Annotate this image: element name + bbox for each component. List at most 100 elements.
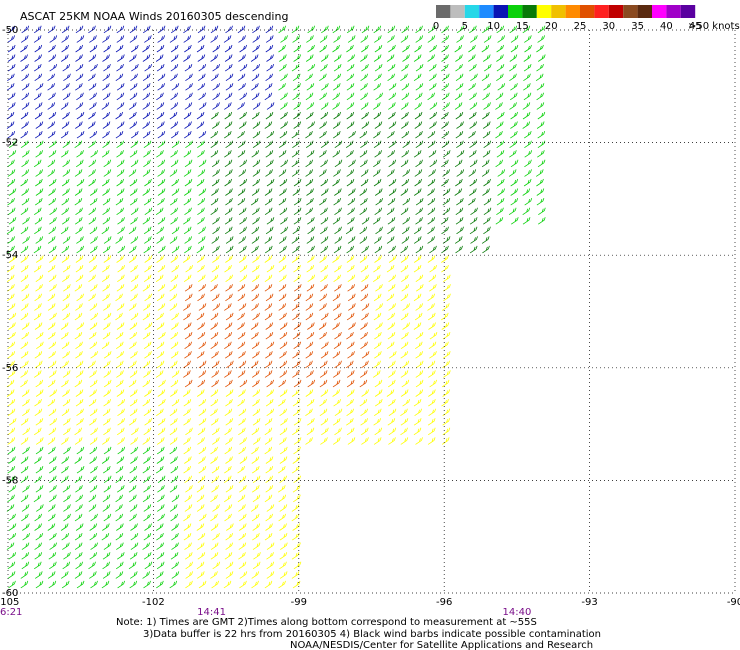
wind-barb	[157, 130, 166, 139]
wind-barb	[469, 217, 478, 225]
wind-barb	[415, 351, 423, 359]
wind-barb	[415, 245, 424, 254]
wind-barb	[468, 44, 476, 53]
wind-barb	[156, 312, 164, 321]
wind-barb	[346, 245, 354, 254]
wind-barb	[103, 542, 112, 550]
wind-barb	[442, 150, 451, 158]
wind-barb	[35, 485, 44, 493]
wind-barb	[89, 226, 98, 235]
wind-barb	[373, 130, 381, 139]
wind-barb	[348, 322, 356, 330]
wind-barb	[75, 370, 84, 378]
wind-barb	[169, 504, 178, 512]
wind-barb	[47, 121, 56, 129]
wind-barb	[142, 360, 151, 369]
legend-tick-label: 25	[574, 21, 587, 32]
wind-barb	[89, 523, 98, 531]
wind-barb	[239, 485, 247, 493]
wind-barb	[359, 226, 368, 235]
wind-barb	[88, 54, 97, 62]
wind-barb	[388, 111, 396, 120]
wind-barb	[170, 207, 178, 216]
wind-barb	[373, 437, 382, 445]
wind-barb	[225, 73, 234, 82]
wind-barb	[20, 456, 29, 464]
wind-barb	[129, 197, 138, 206]
wind-barb	[374, 245, 383, 254]
wind-barb	[48, 552, 57, 560]
wind-barb	[198, 226, 206, 235]
wind-barb	[278, 44, 286, 53]
wind-barb	[223, 130, 232, 139]
wind-barb	[63, 552, 71, 560]
legend-swatch	[508, 5, 523, 18]
wind-barb	[47, 130, 56, 139]
wind-barb	[401, 150, 409, 158]
wind-barb	[22, 408, 30, 417]
wind-barb	[75, 207, 83, 216]
y-tick-label: -52	[2, 138, 18, 149]
wind-barb	[401, 274, 409, 283]
wind-barb	[266, 341, 275, 350]
wind-barb	[469, 226, 478, 235]
wind-barb	[334, 360, 342, 369]
wind-barb	[509, 92, 518, 101]
wind-barb	[251, 303, 259, 311]
wind-barb	[103, 25, 112, 34]
wind-barb	[348, 159, 356, 168]
wind-barb	[414, 341, 423, 350]
wind-barb	[483, 102, 491, 110]
wind-barb	[483, 140, 492, 149]
wind-barb	[252, 561, 261, 570]
wind-barb	[210, 140, 219, 149]
wind-barb	[225, 398, 233, 407]
wind-barb	[402, 54, 410, 62]
wind-barb	[252, 532, 260, 541]
legend-tick-label: 40	[660, 21, 673, 32]
wind-barb	[456, 226, 464, 235]
wind-barb	[415, 389, 424, 397]
wind-barb	[441, 437, 450, 445]
wind-barb	[7, 561, 16, 570]
wind-barb	[359, 207, 368, 216]
wind-barb	[210, 523, 219, 531]
wind-barb	[129, 465, 138, 474]
wind-barb	[49, 494, 57, 503]
wind-barb	[291, 63, 300, 72]
note-line-1: Note: 1) Times are GMT 2)Times along bot…	[116, 617, 537, 628]
wind-barb	[291, 159, 300, 168]
wind-barb	[415, 217, 423, 225]
wind-barb	[455, 130, 464, 139]
wind-barb	[116, 523, 124, 531]
wind-barb	[184, 44, 192, 53]
wind-barb	[103, 446, 112, 455]
wind-barb	[62, 236, 71, 244]
wind-barb	[415, 130, 423, 139]
wind-barb	[252, 140, 261, 149]
wind-barb	[102, 92, 111, 101]
wind-barb	[346, 370, 355, 378]
time-label: 14:40	[502, 607, 531, 618]
wind-barb	[184, 236, 192, 244]
wind-barb	[307, 274, 316, 283]
wind-barb	[169, 437, 178, 445]
wind-barb	[238, 83, 246, 91]
wind-barb	[169, 236, 178, 244]
wind-barb	[305, 73, 313, 82]
wind-barb	[156, 293, 165, 302]
wind-barb	[101, 102, 110, 110]
wind-barb	[142, 111, 151, 120]
wind-barb	[279, 389, 288, 397]
wind-barb	[535, 73, 544, 82]
wind-barb	[47, 25, 56, 34]
wind-barb	[251, 150, 260, 158]
wind-barb	[156, 561, 165, 570]
wind-barb	[103, 360, 111, 369]
wind-barb	[361, 63, 369, 72]
wind-barb	[346, 102, 355, 110]
wind-barb	[143, 245, 152, 254]
wind-barb	[278, 25, 286, 34]
wind-barb	[197, 293, 205, 302]
wind-barb	[116, 485, 125, 493]
